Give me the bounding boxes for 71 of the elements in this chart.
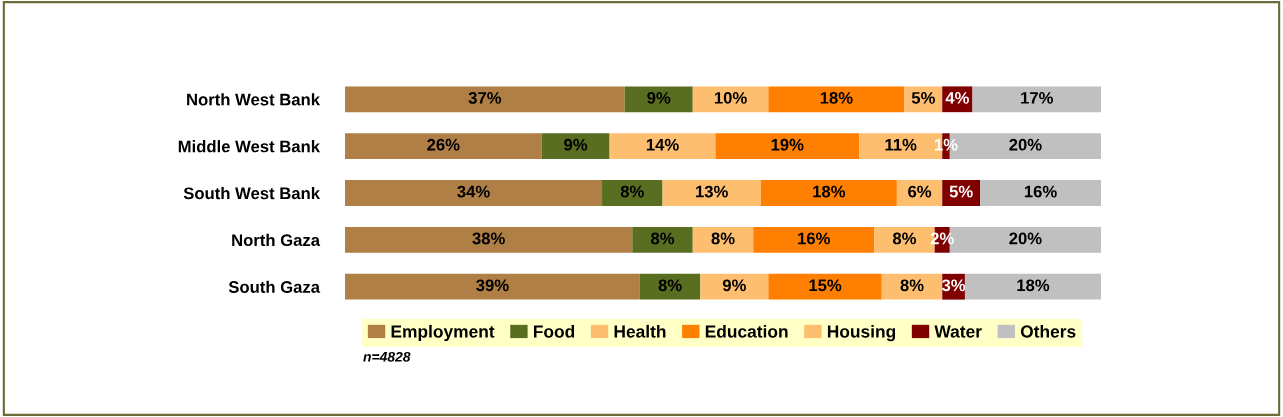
data-label: 10% [714, 91, 747, 104]
text: n=4828 [363, 351, 411, 362]
data-label: 39% [476, 279, 509, 292]
bar [345, 226, 633, 253]
bar [768, 86, 905, 113]
data-label: 18% [820, 91, 853, 104]
bar [881, 273, 943, 300]
bar [980, 180, 1101, 206]
data-label: 38% [472, 232, 505, 245]
bar [345, 273, 640, 300]
data-label: 14% [646, 138, 679, 151]
data-label: 26% [427, 138, 460, 151]
bar [662, 180, 761, 206]
data-label: 11% [885, 138, 917, 151]
y-tick-label: South Gaza [228, 280, 321, 293]
data-label: 3% [941, 279, 966, 292]
legend-label: Health [614, 324, 666, 338]
bar [768, 273, 882, 300]
data-label: 34% [457, 185, 490, 198]
data-label: 16% [1024, 185, 1057, 198]
data-label: 8% [892, 232, 917, 245]
bar [541, 133, 610, 160]
bar [345, 133, 542, 160]
bar [345, 180, 603, 206]
y-tick-label: North Gaza [232, 233, 321, 247]
data-label: 8% [651, 232, 675, 245]
data-label: 18% [1017, 279, 1050, 292]
data-label: 8% [658, 279, 682, 292]
data-label: 15% [809, 279, 842, 292]
bar [715, 133, 860, 160]
y-tick-label: Middle West Bank [178, 140, 321, 153]
legend-label: Food [533, 324, 575, 338]
y-tick-label: North West Bank [187, 93, 321, 106]
data-label: 9% [647, 91, 671, 104]
data-label: 17% [1021, 92, 1053, 104]
data-label: 5% [911, 92, 935, 104]
data-label: 20% [1009, 138, 1042, 151]
bar [972, 86, 1101, 113]
data-label: 20% [1009, 232, 1042, 245]
data-label: 19% [771, 138, 804, 151]
data-label: 4% [945, 92, 969, 104]
bar [692, 86, 769, 113]
bar [609, 133, 716, 160]
data-label: 6% [908, 185, 932, 198]
data-label: 9% [564, 138, 588, 151]
y-tick-label: South West Bank [183, 186, 321, 200]
bar [602, 180, 663, 206]
data-label: 16% [798, 232, 830, 245]
data-label: 37% [468, 91, 502, 104]
legend-label: Water [934, 325, 982, 338]
bar [964, 273, 1101, 300]
legend-label: Housing [827, 324, 896, 342]
bar [345, 86, 625, 113]
data-label: 8% [900, 279, 924, 292]
bar [753, 226, 875, 253]
bar [760, 180, 897, 206]
bar [639, 273, 701, 300]
data-label: 18% [813, 185, 846, 198]
legend-label: Employment [391, 324, 495, 342]
bar [692, 226, 754, 253]
legend-label: Others [1020, 324, 1076, 338]
data-label: 8% [620, 185, 644, 198]
bar [700, 273, 769, 300]
data-label: 5% [949, 185, 973, 198]
data-label: 9% [722, 279, 746, 292]
data-label: 8% [711, 232, 735, 245]
bar [624, 86, 693, 113]
data-label: 1% [935, 138, 958, 151]
bar [632, 226, 693, 253]
legend-label: Education [705, 324, 788, 338]
data-label: 13% [696, 185, 728, 198]
